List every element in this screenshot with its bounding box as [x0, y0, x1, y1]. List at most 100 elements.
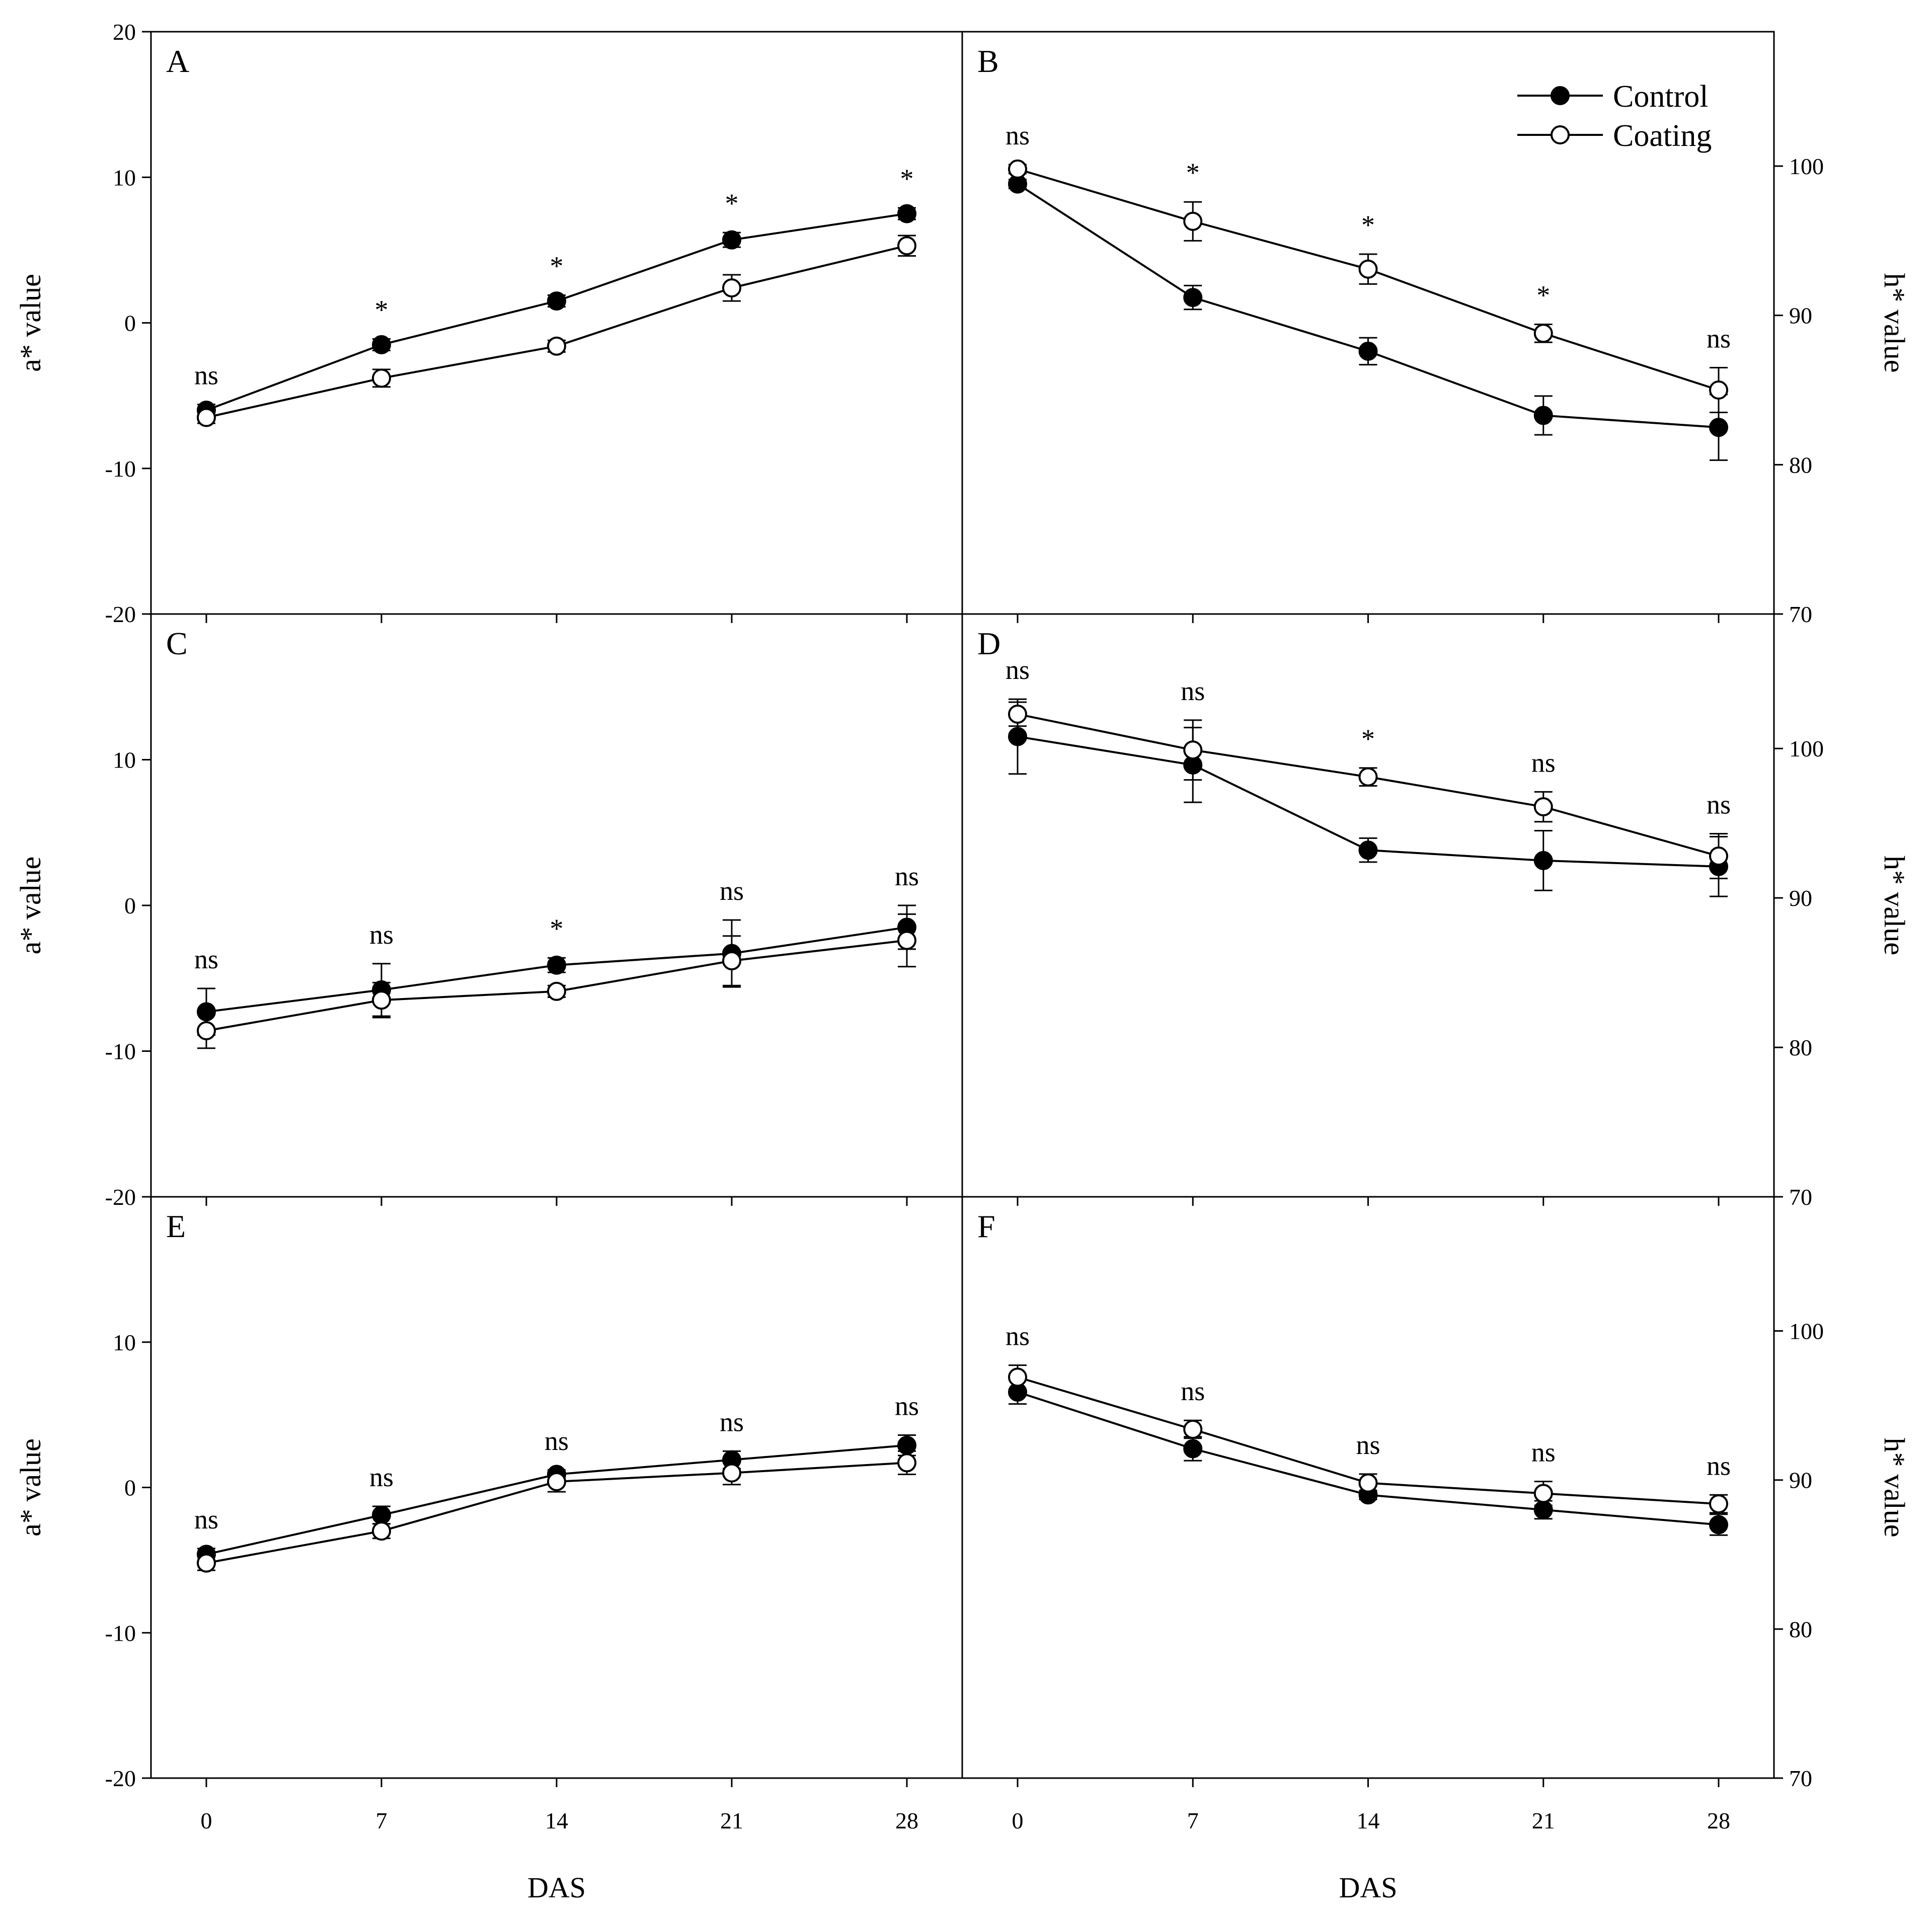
y-tick-label: 80 — [1789, 1035, 1812, 1060]
coating-point — [372, 1521, 391, 1541]
coating-point — [1533, 1484, 1553, 1503]
panel-letter: F — [977, 1208, 995, 1244]
y-tick-label: 100 — [1789, 154, 1824, 179]
legend-control-label: Control — [1613, 80, 1708, 114]
y-axis-title: h* value — [1878, 856, 1911, 955]
x-axis-title: DAS — [1339, 1871, 1397, 1904]
y-tick-label: 10 — [113, 1330, 136, 1355]
coating-point — [1709, 380, 1728, 400]
y-tick-label: 80 — [1789, 452, 1812, 478]
significance-label: * — [1536, 280, 1550, 310]
panel-letter: C — [166, 626, 188, 661]
significance-label: ns — [369, 920, 394, 950]
panel-f: 70 80 90 100 h* value 0 7 14 21 28 DAS Fns ns ns ns ns — [961, 1196, 1911, 1904]
coating-point — [1008, 704, 1027, 724]
x-axis-title: DAS — [527, 1871, 586, 1904]
significance-label: * — [1361, 724, 1375, 754]
significance-label: ns — [194, 1504, 218, 1535]
y-tick-label: 70 — [1789, 1766, 1812, 1791]
control-series-line — [206, 1444, 907, 1556]
y-tick-label: 0 — [124, 311, 136, 336]
coating-point — [1709, 847, 1728, 866]
significance-label: ns — [895, 861, 919, 891]
significance-label: ns — [720, 1407, 744, 1437]
y-tick-label: -20 — [105, 1766, 136, 1791]
coating-point — [547, 981, 566, 1001]
y-tick-label: -10 — [105, 1620, 136, 1646]
panel-a: -20 -10 0 10 20 a* value Ans * * * * — [14, 19, 963, 627]
y-tick-label: 0 — [124, 1475, 136, 1501]
coating-point — [372, 990, 391, 1010]
x-tick-label: 7 — [1187, 1808, 1199, 1833]
significance-label: ns — [895, 1391, 919, 1421]
significance-label: ns — [1531, 747, 1556, 778]
y-tick-label: -10 — [105, 456, 136, 482]
x-tick-label: 21 — [1532, 1808, 1555, 1833]
panel-frame — [150, 31, 963, 615]
y-tick-label: -20 — [105, 601, 136, 627]
y-tick-label: 90 — [1789, 885, 1812, 911]
y-tick-label: 0 — [124, 893, 136, 918]
coating-point — [1358, 767, 1378, 787]
significance-label: ns — [194, 944, 218, 974]
control-point — [1709, 418, 1728, 437]
y-axis-title: a* value — [14, 274, 47, 372]
significance-label: ns — [1006, 655, 1030, 685]
panel-letter: A — [166, 43, 189, 79]
significance-label: ns — [1707, 324, 1731, 354]
x-tick-label: 0 — [1012, 1808, 1024, 1833]
significance-label: * — [725, 188, 739, 218]
coating-point — [897, 931, 916, 950]
y-tick-label: -10 — [105, 1039, 136, 1064]
y-axis-title: a* value — [14, 857, 47, 955]
control-point — [372, 335, 391, 354]
panel-e: -20 -10 0 10 a* value 0 7 14 21 28 DAS Ens ns ns ns ns — [14, 1196, 963, 1904]
coating-point — [1358, 1473, 1378, 1493]
y-tick-label: 90 — [1789, 1468, 1812, 1493]
significance-label: * — [1186, 158, 1200, 188]
coating-point — [1533, 797, 1553, 817]
significance-label: * — [375, 294, 389, 325]
panel-letter: B — [977, 43, 999, 79]
coating-point — [722, 1463, 741, 1483]
control-point — [1358, 840, 1378, 860]
control-point — [1533, 851, 1553, 870]
y-tick-label: 10 — [113, 747, 136, 773]
panel-b: 70 80 90 100 h* value Bns * * * ns — [961, 31, 1911, 627]
x-tick-label: 14 — [1357, 1808, 1380, 1833]
coating-point — [197, 1553, 216, 1573]
coating-point — [722, 278, 741, 298]
control-point — [547, 955, 566, 975]
panel-letter: E — [166, 1208, 186, 1244]
control-point — [1533, 406, 1553, 425]
significance-label: * — [1361, 210, 1375, 240]
significance-label: ns — [1707, 1450, 1731, 1481]
x-tick-label: 28 — [1707, 1808, 1730, 1833]
panel-letter: D — [977, 626, 1000, 661]
control-point — [1183, 288, 1203, 308]
coating-point — [1183, 1420, 1203, 1439]
coating-point — [547, 336, 566, 356]
significance-label: ns — [1006, 1321, 1030, 1351]
significance-label: * — [550, 251, 564, 281]
coating-point — [897, 236, 916, 256]
significance-label: * — [550, 913, 564, 944]
y-tick-label: 90 — [1789, 303, 1812, 329]
control-point — [1008, 727, 1027, 746]
significance-label: * — [900, 164, 914, 194]
y-axis-title: h* value — [1878, 1437, 1911, 1537]
significance-label: ns — [545, 1426, 569, 1456]
coating-point — [1358, 259, 1378, 279]
y-tick-label: 70 — [1789, 601, 1812, 627]
legend: Control Coating — [1517, 80, 1712, 153]
y-axis-title: h* value — [1878, 273, 1911, 372]
y-tick-label: 70 — [1789, 1184, 1812, 1210]
significance-label: ns — [1707, 789, 1731, 819]
control-point — [1183, 1439, 1203, 1459]
coating-point — [1008, 1367, 1027, 1387]
x-tick-label: 28 — [895, 1808, 918, 1833]
coating-point — [1533, 324, 1553, 343]
